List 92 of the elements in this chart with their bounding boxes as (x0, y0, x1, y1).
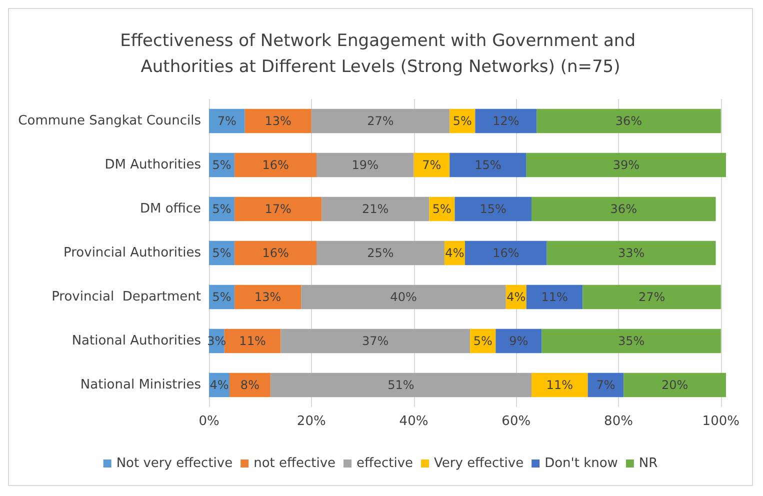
data-label: 37% (362, 334, 389, 348)
data-label: 7% (217, 114, 236, 128)
bar (536, 108, 721, 134)
data-label: 16% (262, 158, 289, 172)
data-label: 4% (506, 290, 526, 304)
data-label: 5% (212, 202, 232, 216)
legend-label: effective (356, 456, 414, 471)
bar (414, 152, 450, 178)
bar (322, 196, 430, 222)
legend-label: Not very effective (116, 456, 233, 471)
data-label: 27% (638, 290, 666, 304)
data-label: 21% (362, 202, 389, 216)
bar (234, 284, 302, 310)
bar (234, 240, 316, 266)
y-tick-label: Commune Sangkat Councils (18, 114, 202, 128)
legend-label: NR (638, 456, 658, 471)
data-label: 17% (264, 202, 292, 216)
data-label: 5% (452, 114, 472, 128)
data-label: 16% (492, 246, 520, 260)
bar (526, 284, 583, 310)
bar (454, 196, 532, 222)
data-label: 33% (618, 246, 645, 260)
data-label: 51% (388, 378, 414, 392)
bar (588, 372, 624, 398)
data-label: 36% (610, 202, 637, 216)
x-tick-label: 100% (702, 414, 740, 429)
data-label: 12% (492, 114, 520, 128)
data-label: 15% (474, 158, 502, 172)
bar (316, 152, 414, 178)
data-label: 19% (352, 158, 378, 172)
data-label: 7% (596, 378, 616, 392)
bar (531, 196, 716, 222)
data-label: 39% (612, 158, 640, 172)
data-label: 5% (212, 290, 232, 304)
bar (209, 108, 245, 134)
bar (526, 152, 726, 178)
legend-label: Don't know (544, 456, 618, 471)
data-label: 8% (240, 378, 260, 392)
legend-label: Very effective (434, 456, 524, 471)
bar (301, 284, 506, 310)
bar (546, 240, 716, 266)
data-label: 7% (422, 158, 442, 172)
y-tick-label: Provincial Department (52, 290, 201, 304)
bar (280, 328, 470, 354)
data-label: 15% (480, 202, 506, 216)
data-label: 20% (661, 378, 688, 392)
data-label: 9% (509, 334, 528, 348)
y-tick-label: National Ministries (80, 378, 202, 392)
data-label: 11% (239, 334, 266, 348)
bar (582, 284, 721, 310)
x-tick-label: 0% (198, 414, 220, 429)
y-tick-label: National Authorities (72, 334, 202, 348)
bar (270, 372, 532, 398)
data-label: 13% (254, 290, 282, 304)
bar (450, 152, 526, 178)
data-label: 11% (546, 378, 573, 392)
legend-label: not effective (254, 456, 336, 471)
bar (464, 240, 547, 266)
data-label: 5% (212, 246, 232, 260)
data-label: 5% (212, 158, 232, 172)
bar (624, 372, 726, 398)
bar (234, 196, 322, 222)
bar (475, 108, 537, 134)
data-label: 5% (473, 334, 492, 348)
data-label: 11% (541, 290, 568, 304)
bar (244, 108, 312, 134)
bar (531, 372, 588, 398)
bar (229, 372, 270, 398)
x-tick-label: 60% (502, 414, 531, 429)
data-label: 4% (210, 378, 229, 392)
bar (234, 152, 316, 178)
chart-title: Effectiveness of Network Engagement with Government and Authorities at Different Levels (Strong Networks) (n=75) (120, 31, 641, 77)
x-tick-label: 40% (399, 414, 428, 429)
data-label: 4% (445, 246, 464, 260)
data-label: 16% (262, 246, 289, 260)
data-label: 27% (367, 114, 394, 128)
y-tick-label: DM Authorities (104, 158, 202, 172)
x-tick-label: 80% (604, 414, 633, 429)
data-label: 25% (367, 246, 394, 260)
data-label: 40% (390, 290, 417, 304)
bar (496, 328, 542, 354)
bar (542, 328, 721, 354)
bar (316, 240, 444, 266)
data-label: 13% (264, 114, 292, 128)
y-tick-label: DM office (140, 202, 201, 216)
data-label: 5% (432, 202, 452, 216)
bar (224, 328, 281, 354)
data-label: 36% (615, 114, 642, 128)
x-tick-label: 20% (296, 414, 326, 429)
bar (311, 108, 450, 134)
y-tick-label: Provincial Authorities (64, 246, 202, 260)
data-label: 35% (618, 334, 645, 348)
